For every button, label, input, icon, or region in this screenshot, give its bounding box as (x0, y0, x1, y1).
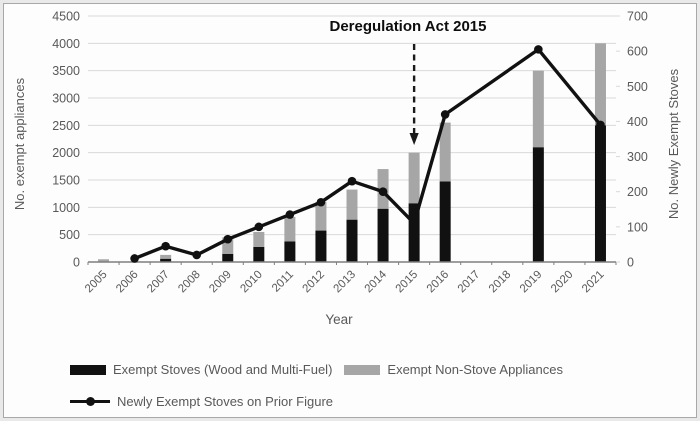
x-tick-label: 2013 (332, 269, 359, 296)
y-right-tick-label: 0 (627, 256, 634, 270)
y-left-tick-label: 3000 (52, 92, 80, 106)
y-left-tick-label: 500 (59, 228, 80, 242)
x-tick-label: 2016 (425, 269, 452, 296)
x-tick-label: 2021 (580, 269, 607, 296)
y-left-tick-label: 4500 (52, 10, 80, 24)
bar-segment-nonstove-2005 (98, 259, 110, 262)
x-tick-label: 2010 (238, 269, 265, 296)
legend-label: Exempt Stoves (Wood and Multi-Fuel) (113, 362, 333, 377)
y-left-tick-label: 0 (73, 256, 80, 270)
x-tick-label: 2017 (456, 269, 483, 296)
legend-item-exempt-stoves: Exempt Stoves (Wood and Multi-Fuel) (70, 362, 332, 377)
annotation-text: Deregulation Act 2015 (329, 18, 487, 35)
bar-segment-stoves-2009 (222, 253, 234, 262)
bar-segment-nonstove-2012 (315, 201, 327, 231)
y-right-tick-label: 600 (627, 45, 648, 59)
x-tick-label: 2008 (176, 269, 203, 296)
data-point-marker-2013 (347, 176, 357, 186)
bar-segment-stoves-2010 (253, 246, 265, 262)
x-tick-label: 2014 (363, 268, 390, 295)
bar-segment-stoves-2007 (160, 258, 172, 262)
x-tick-label: 2011 (270, 269, 296, 295)
y-right-tick-label: 300 (627, 150, 648, 164)
data-point-marker-2010 (254, 222, 264, 232)
x-tick-label: 2019 (518, 269, 545, 296)
bar-segment-stoves-2016 (439, 181, 451, 262)
bar-segment-nonstove-2009 (222, 237, 234, 254)
data-point-marker-2011 (285, 210, 295, 219)
y-right-tick-label: 500 (627, 80, 648, 94)
bar-segment-nonstove-2016 (439, 122, 451, 182)
data-point-marker-2006 (130, 254, 139, 263)
bar-segment-stoves-2013 (346, 219, 358, 262)
data-point-marker-2019 (534, 45, 543, 54)
bar-segment-stoves-2014 (377, 208, 389, 262)
y-left-tick-label: 4000 (52, 37, 80, 51)
data-point-marker-2009 (223, 234, 233, 244)
bar-segment-nonstove-2019 (532, 70, 544, 148)
data-point-marker-2014 (378, 187, 388, 197)
bar-segment-nonstove-2010 (253, 231, 265, 247)
data-point-marker-2016 (440, 110, 450, 119)
bar-segment-nonstove-2007 (160, 254, 172, 259)
y-left-tick-label: 3500 (52, 64, 80, 78)
x-axis-title: Year (325, 312, 353, 327)
legend-row: Newly Exempt Stoves on Prior Figure (70, 394, 333, 409)
x-tick-label: 2006 (114, 269, 141, 296)
x-tick-label: 2007 (145, 269, 172, 296)
legend-item-exempt-nonstove: Exempt Non-Stove Appliances (344, 362, 563, 377)
bar-segment-stoves-2015 (408, 203, 420, 262)
legend-item-newly-exempt: Newly Exempt Stoves on Prior Figure (70, 394, 333, 409)
bar-segment-nonstove-2015 (408, 152, 420, 204)
chart-figure: 0 500 1000 1500 2000 2500 3000 3500 4000 4500 0 100… (3, 3, 697, 418)
legend-label: Newly Exempt Stoves on Prior Figure (117, 394, 334, 409)
data-point-marker-2012 (316, 197, 326, 207)
x-tick-label: 2020 (549, 269, 576, 296)
legend-swatch-black-bar (70, 364, 106, 375)
y-left-tick-label: 2500 (52, 119, 80, 133)
legend-row: Exempt Stoves (Wood and Multi-Fuel) Exem… (70, 362, 563, 377)
y-right-tick-label: 400 (627, 115, 648, 129)
bar-segment-nonstove-2013 (346, 189, 358, 220)
bar-segment-stoves-2021 (594, 125, 606, 262)
legend-label: Exempt Non-Stove Appliances (387, 362, 564, 377)
legend-swatch-gray-bar (344, 364, 381, 375)
y-right-axis-title: No. Newly Exempt Stoves (666, 68, 681, 220)
data-point-marker-2007 (161, 241, 170, 251)
annotation-arrowhead-icon (409, 133, 419, 145)
y-right-tick-label: 700 (627, 10, 648, 24)
data-point-marker-2015 (409, 219, 419, 228)
x-tick-label: 2018 (487, 269, 514, 296)
chart-plot-area: 0 500 1000 1500 2000 2500 3000 3500 4000 4500 0 100… (52, 10, 648, 296)
data-point-marker-2021 (596, 120, 605, 130)
x-tick-label: 2012 (300, 269, 327, 296)
bar-segment-stoves-2011 (284, 241, 296, 262)
bar-segment-stoves-2019 (532, 147, 544, 262)
x-tick-label: 2009 (207, 269, 234, 296)
y-left-tick-label: 1500 (52, 174, 80, 188)
bar-segment-nonstove-2011 (284, 216, 296, 242)
y-left-axis-title: No. exempt appliances (12, 77, 27, 211)
y-right-tick-label: 200 (627, 185, 648, 199)
x-tick-label: 2005 (83, 269, 110, 296)
legend-dot-icon (85, 397, 95, 406)
y-left-tick-label: 2000 (52, 146, 80, 160)
x-tick-label: 2015 (394, 269, 421, 296)
legend-swatch-line-marker (70, 396, 110, 407)
bar-segment-nonstove-2021 (594, 43, 606, 126)
y-left-tick-label: 1000 (52, 201, 80, 215)
data-point-marker-2008 (192, 250, 202, 260)
bar-segment-stoves-2012 (315, 230, 327, 262)
trend-line (132, 47, 603, 261)
y-right-tick-label: 100 (627, 220, 648, 234)
